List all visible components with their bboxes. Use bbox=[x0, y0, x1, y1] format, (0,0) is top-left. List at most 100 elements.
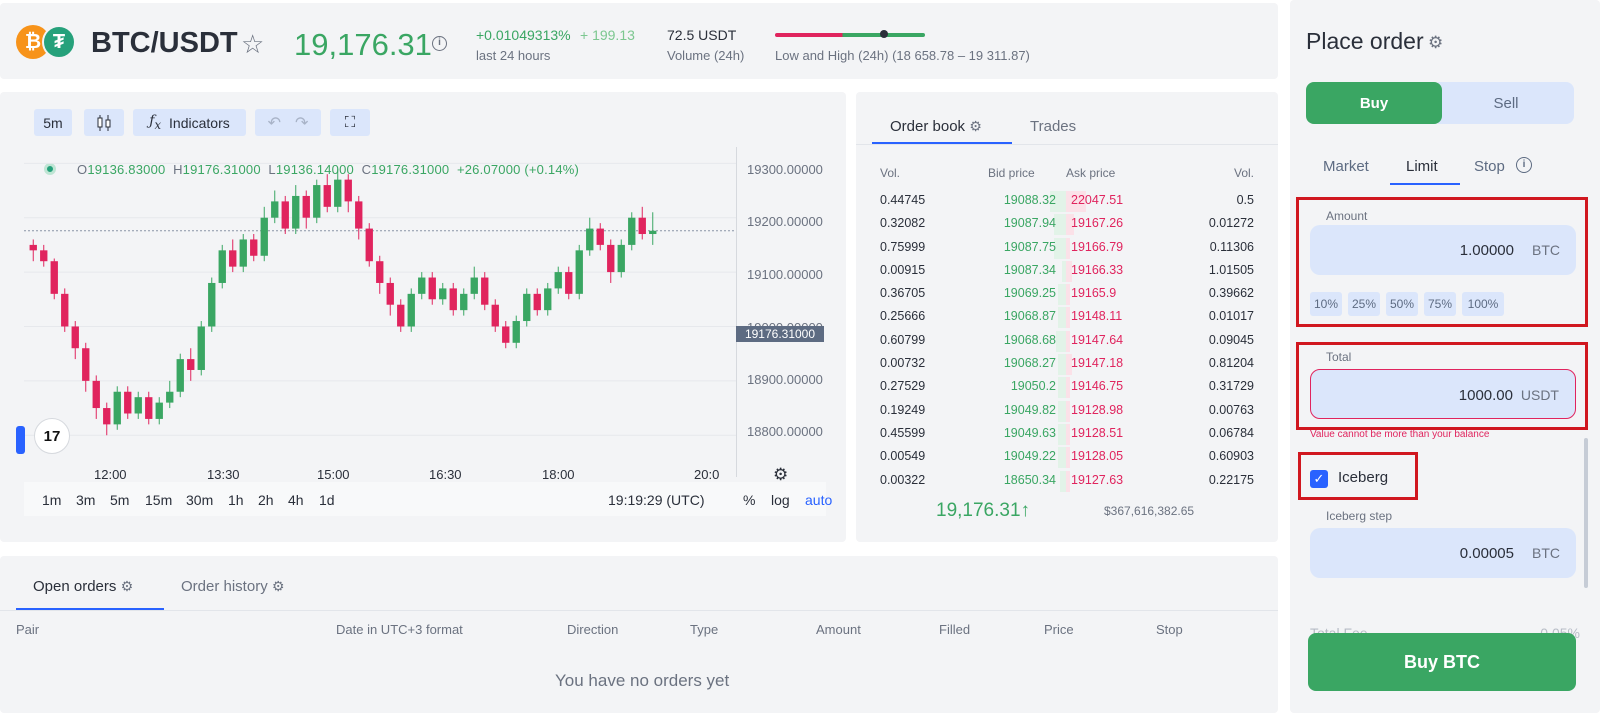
percent-50-button[interactable]: 50% bbox=[1386, 292, 1418, 316]
col-stop[interactable]: Stop bbox=[1156, 622, 1183, 637]
series-toggle[interactable] bbox=[44, 163, 56, 175]
orderbook-row[interactable]: 0.60799 19068.68 19147.64 0.09045 bbox=[856, 330, 1278, 353]
range-30m[interactable]: 30m bbox=[186, 492, 214, 508]
col-amount[interactable]: Amount bbox=[816, 622, 861, 637]
amount-value: 1.00000 bbox=[1459, 242, 1514, 259]
tab-market[interactable]: Market bbox=[1323, 158, 1369, 175]
candle-type-button[interactable] bbox=[84, 109, 124, 136]
time-axis[interactable]: 12:00 13:30 15:00 16:30 18:00 20:0 bbox=[24, 467, 736, 487]
candle-body bbox=[407, 293, 415, 327]
pair-title[interactable]: BTC/USDT bbox=[91, 27, 238, 59]
percent-100-button[interactable]: 100% bbox=[1462, 292, 1504, 316]
active-tab-indicator bbox=[872, 142, 1012, 144]
candle-body bbox=[439, 288, 447, 300]
candle-body bbox=[365, 228, 373, 262]
range-2h[interactable]: 2h bbox=[258, 492, 274, 508]
undo-icon[interactable]: ↶ bbox=[267, 114, 281, 132]
candle-body bbox=[649, 230, 657, 235]
tab-order-history[interactable]: Order history ⚙ bbox=[181, 578, 285, 595]
range-bar bbox=[775, 33, 925, 37]
orderbook-row[interactable]: 0.00732 19068.27 19147.18 0.81204 bbox=[856, 353, 1278, 376]
gear-icon[interactable]: ⚙ bbox=[1428, 33, 1444, 52]
orderbook-row[interactable]: 0.00322 18650.34 19127.63 0.22175 bbox=[856, 470, 1278, 493]
candle-body bbox=[239, 239, 247, 267]
ask-depth-bar bbox=[1066, 237, 1070, 259]
info-icon[interactable]: i bbox=[1516, 157, 1532, 173]
range-1m[interactable]: 1m bbox=[42, 492, 62, 508]
chart-settings-gear-icon[interactable]: ⚙ bbox=[773, 465, 789, 484]
range-15m[interactable]: 15m bbox=[145, 492, 173, 508]
tab-order-book[interactable]: Order book ⚙ bbox=[890, 118, 982, 135]
tab-stop[interactable]: Stop bbox=[1474, 158, 1505, 175]
interval-button[interactable]: 5m bbox=[34, 109, 72, 136]
active-tab-indicator bbox=[16, 608, 164, 610]
orderbook-row[interactable]: 0.45599 19049.63 19128.51 0.06784 bbox=[856, 423, 1278, 446]
time-axis-label: 13:30 bbox=[207, 467, 240, 482]
orderbook-row[interactable]: 0.32082 19087.94 19167.26 0.01272 bbox=[856, 213, 1278, 236]
sell-tab[interactable]: Sell bbox=[1438, 82, 1574, 124]
price-axis[interactable]: 19300.0000019200.0000019100.0000019000.0… bbox=[736, 147, 826, 477]
favorite-star-icon[interactable]: ☆ bbox=[241, 29, 265, 59]
time-axis-label: 20:0 bbox=[694, 467, 720, 482]
undo-redo-group[interactable]: ↶ ↷ bbox=[255, 109, 321, 136]
orderbook-row[interactable]: 0.27529 19050.2 19146.75 0.31729 bbox=[856, 376, 1278, 399]
col-pair[interactable]: Pair bbox=[16, 622, 40, 637]
percent-10-button[interactable]: 10% bbox=[1310, 292, 1342, 316]
ask-price: 19147.18 bbox=[1071, 356, 1124, 371]
percent-scale-button[interactable]: % bbox=[743, 492, 756, 508]
ask-price: 19127.63 bbox=[1071, 472, 1124, 487]
range-1h[interactable]: 1h bbox=[228, 492, 244, 508]
buy-btc-button[interactable]: Buy BTC bbox=[1308, 633, 1576, 691]
info-icon[interactable]: i bbox=[432, 36, 447, 51]
scrollbar[interactable] bbox=[1584, 438, 1588, 588]
orderbook-row[interactable]: 0.19249 19049.82 19128.98 0.00763 bbox=[856, 400, 1278, 423]
col-date[interactable]: Date in UTC+3 format bbox=[336, 622, 463, 637]
total-input[interactable]: 1000.00 USDT bbox=[1310, 369, 1576, 419]
volume-value: 72.5 USDT bbox=[667, 27, 737, 43]
chart-clock[interactable]: 19:19:29 (UTC) bbox=[608, 492, 705, 508]
range-selector: 19:19:29 (UTC) % log auto 1m 3m 5m 15m 30m 1h… bbox=[24, 482, 832, 516]
col-type[interactable]: Type bbox=[690, 622, 719, 637]
amount-input[interactable]: 1.00000 BTC bbox=[1310, 225, 1576, 275]
price-axis-label: 19300.00000 bbox=[747, 162, 823, 177]
buy-tab[interactable]: Buy bbox=[1306, 82, 1442, 124]
tab-open-orders[interactable]: Open orders ⚙ bbox=[33, 578, 134, 595]
bid-price: 19049.22 bbox=[1003, 449, 1056, 464]
percent-75-button[interactable]: 75% bbox=[1424, 292, 1456, 316]
iceberg-label[interactable]: Iceberg bbox=[1338, 469, 1389, 486]
orderbook-row[interactable]: 0.00549 19049.22 19128.05 0.60903 bbox=[856, 446, 1278, 469]
col-direction[interactable]: Direction bbox=[567, 622, 619, 637]
candlestick-plot[interactable] bbox=[24, 147, 736, 457]
fullscreen-icon[interactable]: ⛶ bbox=[330, 109, 370, 136]
col-price[interactable]: Price bbox=[1044, 622, 1074, 637]
orderbook-row[interactable]: 0.44745 19088.32 22047.51 0.5 bbox=[856, 190, 1278, 213]
orderbook-row[interactable]: 0.75999 19087.75 19166.79 0.11306 bbox=[856, 237, 1278, 260]
range-3m[interactable]: 3m bbox=[76, 492, 96, 508]
percent-25-button[interactable]: 25% bbox=[1348, 292, 1380, 316]
auto-scale-button[interactable]: auto bbox=[805, 492, 833, 508]
bid-depth-bar bbox=[1054, 237, 1068, 259]
tab-trades[interactable]: Trades bbox=[1030, 118, 1077, 135]
range-5m[interactable]: 5m bbox=[110, 492, 130, 508]
orderbook-row[interactable]: 0.25666 19068.87 19148.11 0.01017 bbox=[856, 306, 1278, 329]
tradingview-logo[interactable]: 17 bbox=[34, 418, 70, 454]
ask-volume: 0.5 bbox=[1236, 193, 1254, 207]
orderbook-row[interactable]: 0.36705 19069.25 19165.9 0.39662 bbox=[856, 283, 1278, 306]
range-1d[interactable]: 1d bbox=[319, 492, 335, 508]
tab-limit[interactable]: Limit bbox=[1406, 158, 1438, 175]
redo-icon[interactable]: ↷ bbox=[295, 114, 309, 132]
ask-volume: 0.39662 bbox=[1208, 286, 1254, 301]
iceberg-checkbox[interactable]: ✓ bbox=[1310, 470, 1328, 488]
side-panel-handle[interactable] bbox=[16, 426, 25, 454]
col-filled[interactable]: Filled bbox=[939, 622, 971, 637]
gear-icon: ⚙ bbox=[969, 118, 982, 134]
orderbook-row[interactable]: 0.00915 19087.34 19166.33 1.01505 bbox=[856, 260, 1278, 283]
candle-body bbox=[617, 244, 625, 273]
amount-label: Amount bbox=[1326, 209, 1368, 223]
candle-body bbox=[344, 179, 352, 202]
candle-body bbox=[61, 293, 69, 327]
range-4h[interactable]: 4h bbox=[288, 492, 304, 508]
indicators-button[interactable]: ƒx Indicators bbox=[133, 109, 246, 136]
log-scale-button[interactable]: log bbox=[771, 492, 790, 508]
iceberg-step-input[interactable]: 0.00005 BTC bbox=[1310, 528, 1576, 578]
